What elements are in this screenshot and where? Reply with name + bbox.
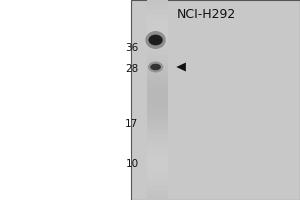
Bar xyxy=(148,0,168,5)
Bar xyxy=(148,140,168,145)
Bar xyxy=(148,5,168,10)
Ellipse shape xyxy=(146,31,166,49)
Bar xyxy=(148,120,168,125)
Bar xyxy=(148,105,168,110)
Bar xyxy=(148,135,168,140)
Bar xyxy=(148,185,168,190)
Bar xyxy=(148,145,168,150)
Bar xyxy=(148,110,168,115)
Bar xyxy=(148,90,168,95)
Bar xyxy=(148,70,168,75)
Text: 36: 36 xyxy=(125,43,139,53)
Bar xyxy=(148,75,168,80)
Ellipse shape xyxy=(148,62,163,72)
Bar xyxy=(148,170,168,175)
Bar xyxy=(148,35,168,40)
Bar xyxy=(130,0,300,200)
Bar xyxy=(148,30,168,35)
Bar xyxy=(148,195,168,200)
Bar xyxy=(148,10,168,15)
Bar xyxy=(148,150,168,155)
Bar xyxy=(148,65,168,70)
Bar xyxy=(148,100,168,105)
Text: 10: 10 xyxy=(125,159,139,169)
Bar xyxy=(148,160,168,165)
Bar xyxy=(148,50,168,55)
Bar xyxy=(148,95,168,100)
Bar xyxy=(148,85,168,90)
Bar xyxy=(148,180,168,185)
Ellipse shape xyxy=(148,35,163,45)
Text: NCI-H292: NCI-H292 xyxy=(177,8,236,21)
Bar xyxy=(148,115,168,120)
Bar xyxy=(148,45,168,50)
Bar xyxy=(148,20,168,25)
Bar xyxy=(148,80,168,85)
Ellipse shape xyxy=(150,64,161,70)
Bar xyxy=(148,55,168,60)
Polygon shape xyxy=(176,63,186,71)
Bar xyxy=(148,175,168,180)
Bar xyxy=(148,130,168,135)
Bar xyxy=(148,40,168,45)
Bar xyxy=(148,190,168,195)
Bar xyxy=(148,60,168,65)
Text: 17: 17 xyxy=(125,119,139,129)
Bar xyxy=(148,155,168,160)
Bar xyxy=(148,125,168,130)
Bar xyxy=(148,15,168,20)
Bar xyxy=(148,25,168,30)
Bar xyxy=(148,165,168,170)
Text: 28: 28 xyxy=(125,64,139,74)
